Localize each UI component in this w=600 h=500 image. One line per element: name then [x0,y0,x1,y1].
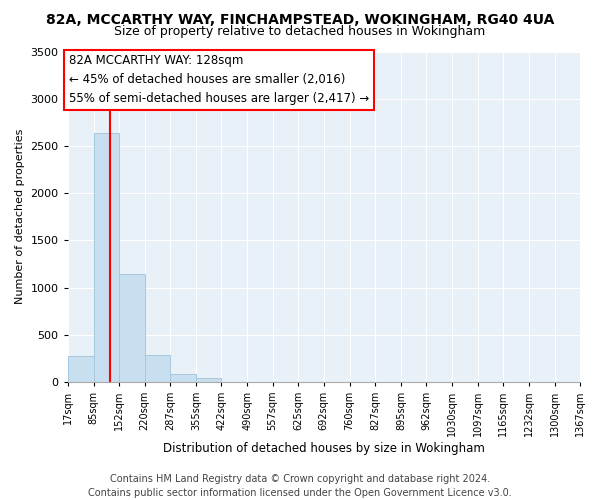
Y-axis label: Number of detached properties: Number of detached properties [15,129,25,304]
Bar [119,274,145,382]
X-axis label: Distribution of detached houses by size in Wokingham: Distribution of detached houses by size … [163,442,485,455]
Text: Contains HM Land Registry data © Crown copyright and database right 2024.
Contai: Contains HM Land Registry data © Crown c… [88,474,512,498]
Bar [145,356,170,382]
Bar [170,374,196,382]
Bar [68,356,94,382]
Bar [196,378,221,382]
Text: Size of property relative to detached houses in Wokingham: Size of property relative to detached ho… [115,25,485,38]
Text: 82A MCCARTHY WAY: 128sqm
← 45% of detached houses are smaller (2,016)
55% of sem: 82A MCCARTHY WAY: 128sqm ← 45% of detach… [69,54,369,106]
Text: 82A, MCCARTHY WAY, FINCHAMPSTEAD, WOKINGHAM, RG40 4UA: 82A, MCCARTHY WAY, FINCHAMPSTEAD, WOKING… [46,12,554,26]
Bar [94,132,119,382]
